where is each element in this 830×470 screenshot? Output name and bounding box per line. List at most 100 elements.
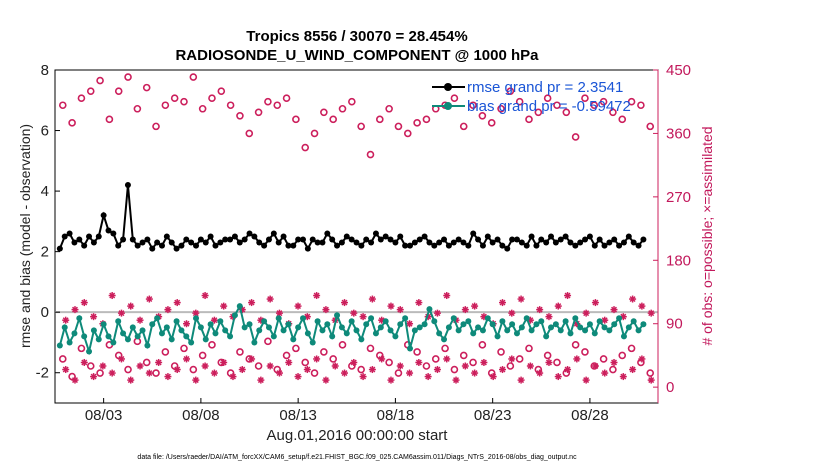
obs-assimilated-marker [573,355,581,363]
obs-assimilated-marker [220,358,228,366]
obs-assimilated-marker [117,355,125,363]
rmse-point [548,233,555,240]
chart-title-line1: Tropics 8556 / 30070 = 28.454% [246,28,467,45]
bias-point [596,318,603,325]
obs-assimilated-marker [368,295,376,303]
obs-possible-marker [553,358,561,367]
rmse-point [582,236,589,243]
rmse-point [402,242,409,249]
obs-possible-marker [198,351,207,360]
rmse-point [149,245,156,252]
obs-assimilated-marker [564,366,572,374]
rmse-point [270,230,277,237]
rmse-point [227,236,234,243]
obs-assimilated-marker [322,306,330,314]
rmse-point [304,245,311,252]
bias-point [275,315,282,322]
obs-assimilated-marker [238,366,246,374]
obs-possible-marker [534,108,543,117]
obs-possible-marker [637,101,645,110]
obs-assimilated-marker [406,369,414,377]
bias-point [76,315,83,322]
bias-point [397,321,404,328]
obs-possible-marker [385,358,393,367]
bias-point [406,345,413,352]
rmse-point [557,236,564,243]
obs-possible-marker [208,94,216,102]
rmse-point [178,242,185,249]
obs-assimilated-marker [266,362,274,370]
bias-point [436,330,443,337]
rmse-point [620,239,627,246]
rmse-point [76,236,83,243]
obs-possible-marker [609,365,617,374]
obs-possible-marker [599,97,608,106]
obs-assimilated-marker [90,373,98,381]
obs-assimilated-marker [313,355,321,363]
bias-point [552,321,559,328]
bias-point [217,318,224,325]
bias-point [504,327,511,334]
bias-point [231,312,238,319]
rmse-point [499,242,506,249]
rmse-point [538,236,545,243]
obs-possible-marker [497,104,505,113]
obs-possible-marker [254,108,263,117]
bias-point [377,324,384,331]
obs-assimilated-marker [545,313,553,321]
bias-point [416,324,423,331]
obs-possible-marker [226,101,235,110]
bias-point [139,327,146,334]
bias-point [640,321,647,328]
obs-assimilated-marker [591,362,599,370]
rmse-point [314,239,321,246]
obs-assimilated-marker [341,369,349,377]
obs-possible-marker [627,344,636,353]
rmse-point [275,239,282,246]
obs-possible-marker [161,101,170,110]
bias-point [363,321,370,328]
rmse-point [71,239,78,246]
rmse-point [363,236,370,243]
rmse-point [193,242,200,249]
rmse-point [606,239,613,246]
bias-point [411,327,418,334]
obs-possible-marker [581,94,589,102]
obs-possible-marker [310,369,319,377]
rmse-point [528,233,535,240]
rmse-point [261,242,268,249]
obs-assimilated-marker [108,369,116,377]
obs-assimilated-marker [554,302,562,310]
obs-assimilated-marker [610,306,618,314]
obs-possible-marker [422,115,431,124]
obs-assimilated-marker [554,373,562,381]
obs-assimilated-marker [508,355,516,363]
bias-point [251,339,258,346]
obs-assimilated-marker [387,376,395,384]
obs-assimilated-marker [248,299,256,307]
y-left-tick-label: -2 [36,365,49,382]
obs-assimilated-marker [461,362,469,370]
rmse-point [134,242,141,249]
obs-possible-marker [68,119,76,127]
obs-assimilated-marker [443,355,451,363]
rmse-point [489,239,496,246]
rmse-point [353,239,360,246]
obs-assimilated-marker [517,295,525,303]
bias-point [183,333,190,340]
obs-assimilated-marker [164,306,172,314]
bias-point [265,324,272,331]
obs-assimilated-marker [582,376,590,384]
obs-possible-marker [348,97,356,106]
y-axis-left-label: rmse and bias (model - observation) [17,124,33,348]
obs-assimilated-marker [508,309,516,317]
legend: rmse grand pr = 2.3541 bias grand pr = -… [432,79,631,115]
obs-possible-marker [357,122,365,131]
bias-point [197,324,204,331]
obs-assimilated-marker [183,320,191,328]
bias-point [168,336,175,343]
obs-possible-marker [590,101,599,110]
obs-assimilated-marker [433,366,441,374]
obs-assimilated-marker [331,362,339,370]
bias-point [402,315,409,322]
